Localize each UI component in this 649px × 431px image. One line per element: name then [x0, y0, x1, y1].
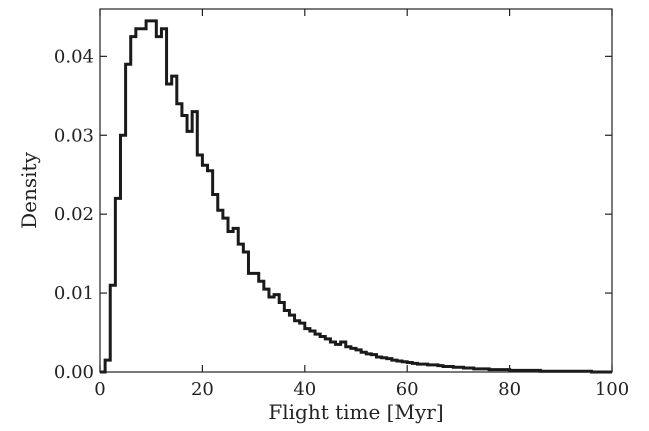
y-tick-label: 0.01	[54, 283, 94, 304]
x-axis-label: Flight time [Myr]	[268, 400, 443, 424]
x-tick-label: 40	[293, 379, 316, 400]
histogram-layer	[100, 19, 612, 374]
x-tick-label: 60	[396, 379, 419, 400]
y-tick-label: 0.04	[54, 46, 94, 67]
y-axis-label: Density	[17, 151, 41, 228]
x-tick-label: 80	[498, 379, 521, 400]
y-tick-label: 0.03	[54, 125, 94, 146]
x-tick-label: 20	[191, 379, 214, 400]
y-tick-label: 0.02	[54, 204, 94, 225]
x-tick-label: 100	[595, 379, 629, 400]
y-axis-ticks: 0.00 0.01 0.02 0.03 0.04	[54, 46, 612, 383]
x-axis-ticks: 0 20 40 60 80 100	[94, 9, 629, 400]
histogram-step-line	[100, 19, 612, 374]
y-tick-label: 0.00	[54, 362, 94, 383]
x-tick-label: 0	[94, 379, 105, 400]
plot-frame	[99, 8, 613, 373]
